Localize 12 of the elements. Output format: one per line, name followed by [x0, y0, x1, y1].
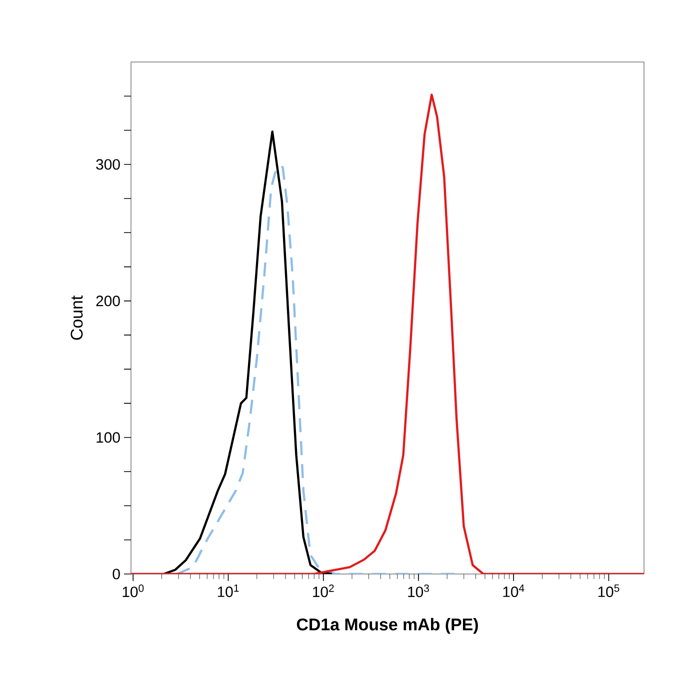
- y-tick-label: 200: [96, 296, 120, 306]
- x-tick-label: 10$^{4}$: [503, 584, 524, 598]
- y-tick-label: 100: [96, 432, 120, 443]
- x-tick-label: 10$^{5}$: [598, 584, 620, 598]
- x-tick-label: 10$^{3}$: [408, 584, 429, 598]
- x-tick-label: 10$^{2}$: [313, 584, 334, 598]
- x-tick-label: 10$^{1}$: [218, 584, 239, 598]
- x-axis-title: CD1a Mouse mAb (PE): [296, 618, 478, 634]
- y-tick-label: 300: [96, 159, 120, 170]
- x-tick-label: 10$^{0}$: [122, 584, 144, 598]
- y-tick-label: 0: [112, 568, 120, 580]
- y-axis-title: Count: [70, 296, 83, 340]
